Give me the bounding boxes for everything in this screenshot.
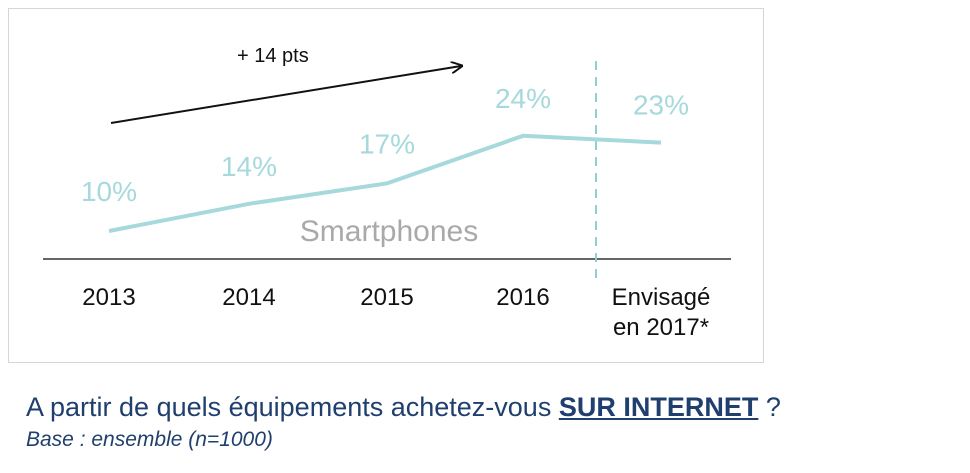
data-label: 14% (221, 151, 277, 182)
data-label: 23% (633, 90, 689, 121)
survey-question: A partir de quels équipements achetez-vo… (26, 392, 781, 423)
question-emphasis: SUR INTERNET (558, 392, 759, 422)
question-suffix: ? (758, 392, 781, 422)
base-note: Base : ensemble (n=1000) (26, 428, 273, 451)
x-tick-label: 2015 (360, 284, 413, 311)
chart-frame: 10% 14% 17% 24% 23% 2013 2014 2015 2016 Envisagé e… (8, 8, 764, 363)
line-chart: 10% 14% 17% 24% 23% 2013 2014 2015 2016 Envisagé e… (43, 45, 731, 341)
trend-annotation: + 14 pts (237, 45, 309, 67)
question-prefix: A partir de quels équipements achetez-vo… (26, 392, 559, 422)
series-line-smartphones (108, 133, 662, 233)
series-label: Smartphones (300, 215, 478, 248)
x-tick-label: 2014 (222, 284, 275, 311)
data-label: 24% (495, 83, 551, 114)
x-tick-label: Envisagé (612, 284, 711, 311)
trend-arrow (110, 66, 461, 124)
x-tick-label: 2013 (82, 284, 135, 311)
x-tick-label: 2016 (496, 284, 549, 311)
x-tick-label: en 2017* (613, 314, 709, 341)
data-label: 17% (359, 128, 415, 159)
data-label: 10% (81, 176, 137, 207)
